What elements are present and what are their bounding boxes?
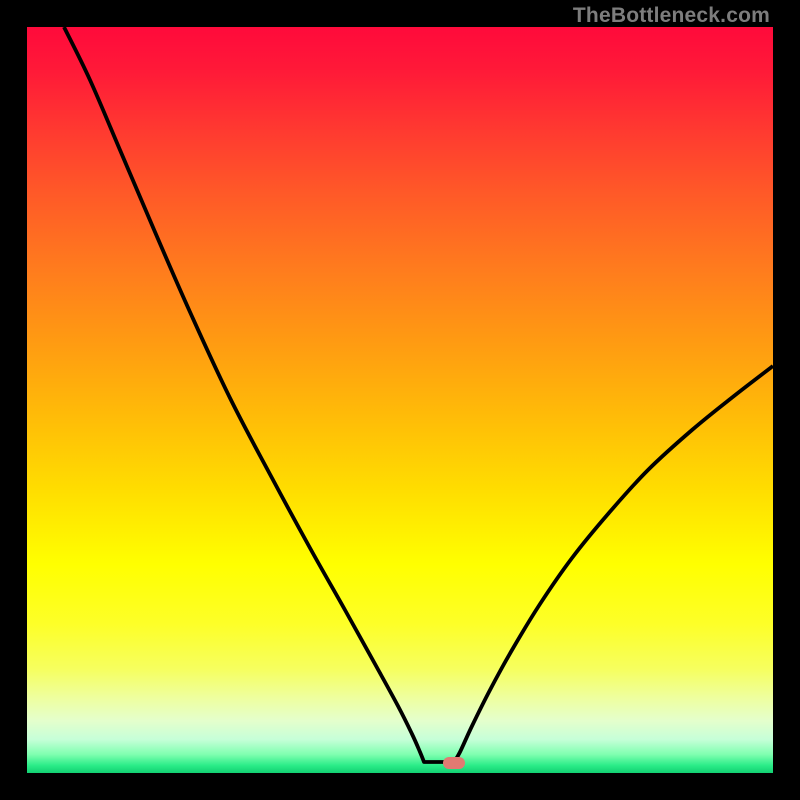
chart-frame: TheBottleneck.com xyxy=(0,0,800,800)
optimal-marker xyxy=(443,757,465,769)
bottleneck-curve xyxy=(0,0,800,800)
